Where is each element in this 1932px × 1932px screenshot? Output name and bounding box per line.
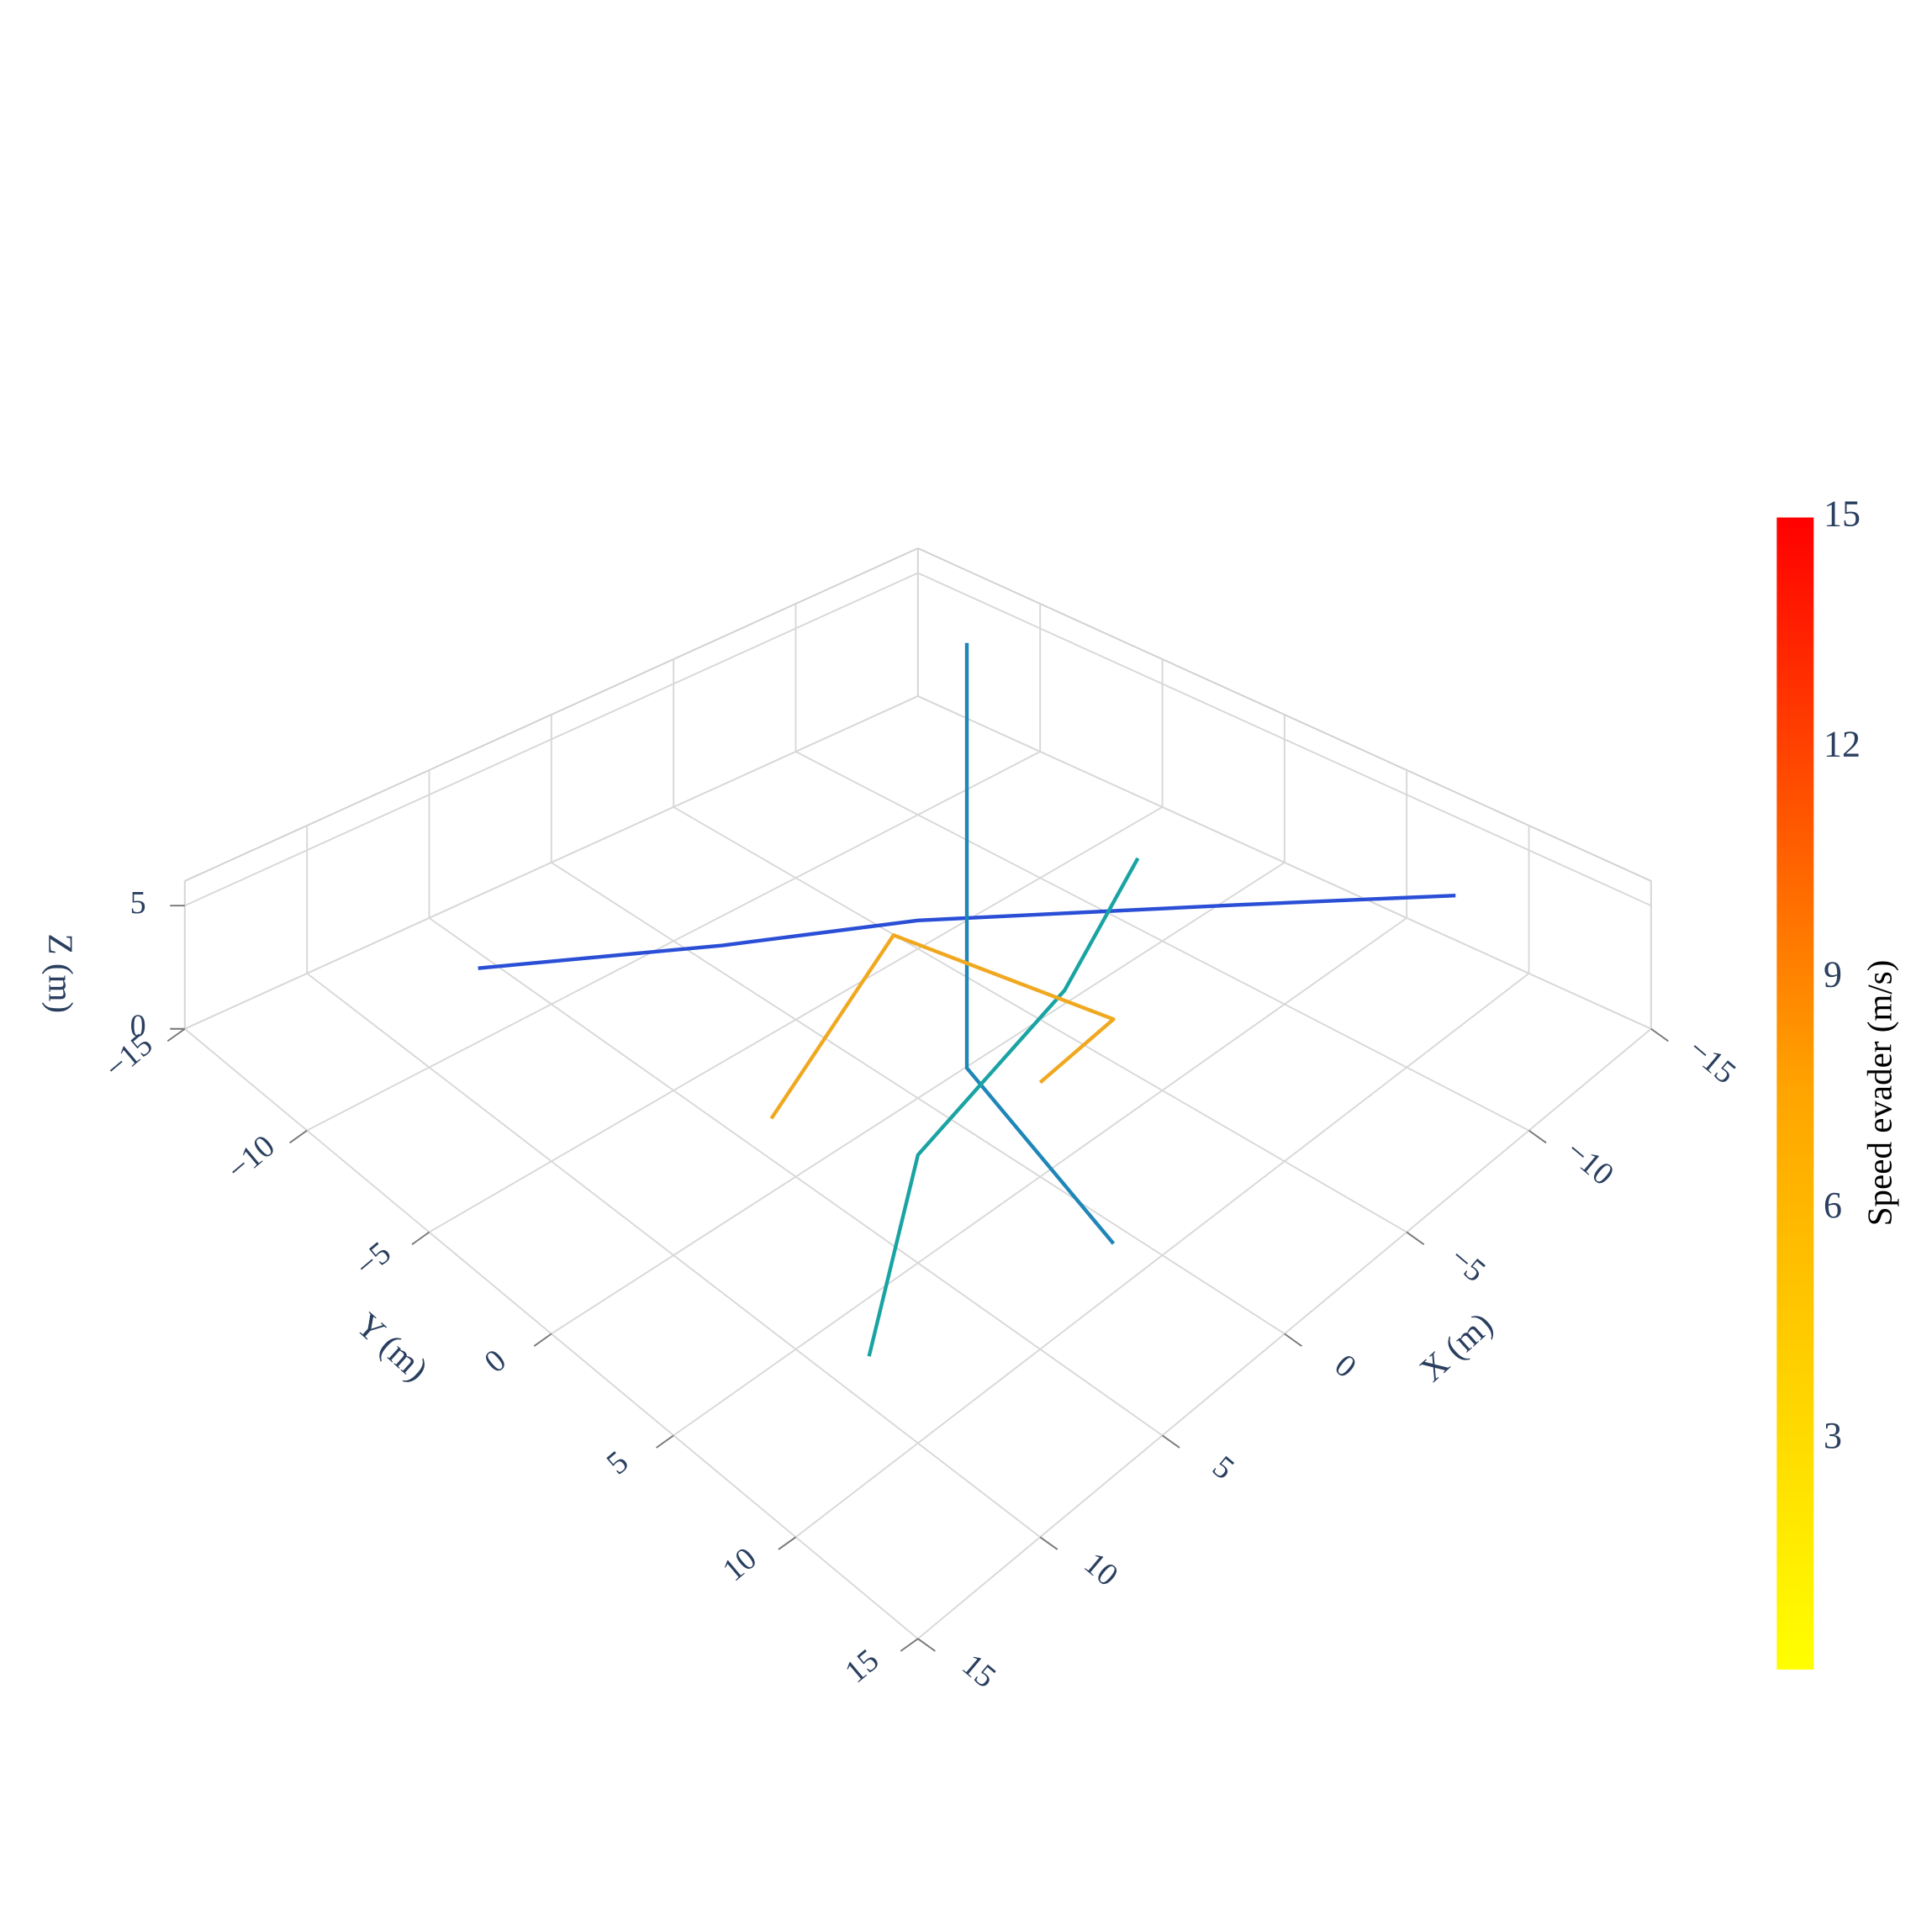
z-tick-label: 0 — [130, 1008, 146, 1043]
x-tick-label: −10 — [1560, 1133, 1621, 1192]
y-grid-line — [673, 917, 1407, 1437]
colorbar-tick-label: 6 — [1824, 1185, 1842, 1226]
trajectory — [867, 857, 1140, 1357]
x-tick — [917, 1638, 936, 1652]
y-tick-label: −15 — [98, 1027, 160, 1085]
colorbar-tick-label: 3 — [1824, 1415, 1842, 1456]
colorbar-tick-label: 15 — [1824, 494, 1861, 535]
x-tick — [1284, 1333, 1302, 1347]
y-tick — [778, 1536, 797, 1550]
x-tick-label: 0 — [1328, 1348, 1363, 1385]
x-tick-label: 5 — [1206, 1449, 1241, 1486]
y-tick-label: −5 — [349, 1235, 398, 1284]
y-tick-label: 15 — [838, 1643, 885, 1691]
y-axis-title: Y (m) — [349, 1305, 435, 1388]
y-tick-label: 10 — [716, 1541, 763, 1589]
y-tick — [656, 1434, 674, 1449]
y-grid-line — [794, 973, 1530, 1539]
trajectory — [478, 893, 1456, 970]
z-axis-title: Z (m) — [42, 934, 81, 1014]
z-grid-line — [917, 695, 1652, 1030]
x-tick-label: 15 — [955, 1647, 1002, 1695]
colorbar — [1776, 517, 1814, 1670]
trajectory — [769, 933, 1116, 1120]
y-tick-label: −10 — [220, 1128, 282, 1187]
colorbar-tick-label: 12 — [1824, 724, 1861, 765]
y-tick — [289, 1129, 308, 1144]
x-tick-label: −5 — [1444, 1240, 1492, 1289]
z-tick-label: 5 — [130, 885, 146, 921]
x-tick — [1161, 1434, 1180, 1449]
x-tick — [1406, 1231, 1425, 1245]
y-grid-line — [551, 862, 1285, 1335]
y-tick — [411, 1231, 430, 1245]
z-grid-line — [184, 572, 919, 907]
y-grid-line — [429, 806, 1163, 1233]
y-tick — [166, 1027, 186, 1043]
x-tick — [1039, 1536, 1058, 1550]
y-tick-label: 0 — [478, 1343, 513, 1380]
x-tick-label: −15 — [1681, 1032, 1743, 1090]
z-grid-line — [184, 695, 919, 1030]
x-axis-title: X (m) — [1412, 1304, 1500, 1389]
y-tick — [533, 1333, 552, 1347]
y-tick — [900, 1638, 919, 1652]
colorbar-title: Speed evader (m/s) — [1861, 960, 1899, 1227]
colorbar-tick-label: 9 — [1824, 954, 1842, 995]
y-tick-label: 5 — [600, 1444, 636, 1481]
x-tick — [1650, 1027, 1669, 1043]
x-tick — [1528, 1129, 1547, 1144]
y-grid-line — [306, 751, 1041, 1132]
x-tick-label: 10 — [1078, 1546, 1125, 1594]
z-grid-line — [917, 572, 1652, 907]
grid: −15 −10 −5 0 5 10 15 −15 −10 −5 0 5 10 15 0 5 — [98, 547, 1743, 1695]
trajectory — [964, 642, 1116, 1245]
plot-area — [478, 642, 1456, 1357]
